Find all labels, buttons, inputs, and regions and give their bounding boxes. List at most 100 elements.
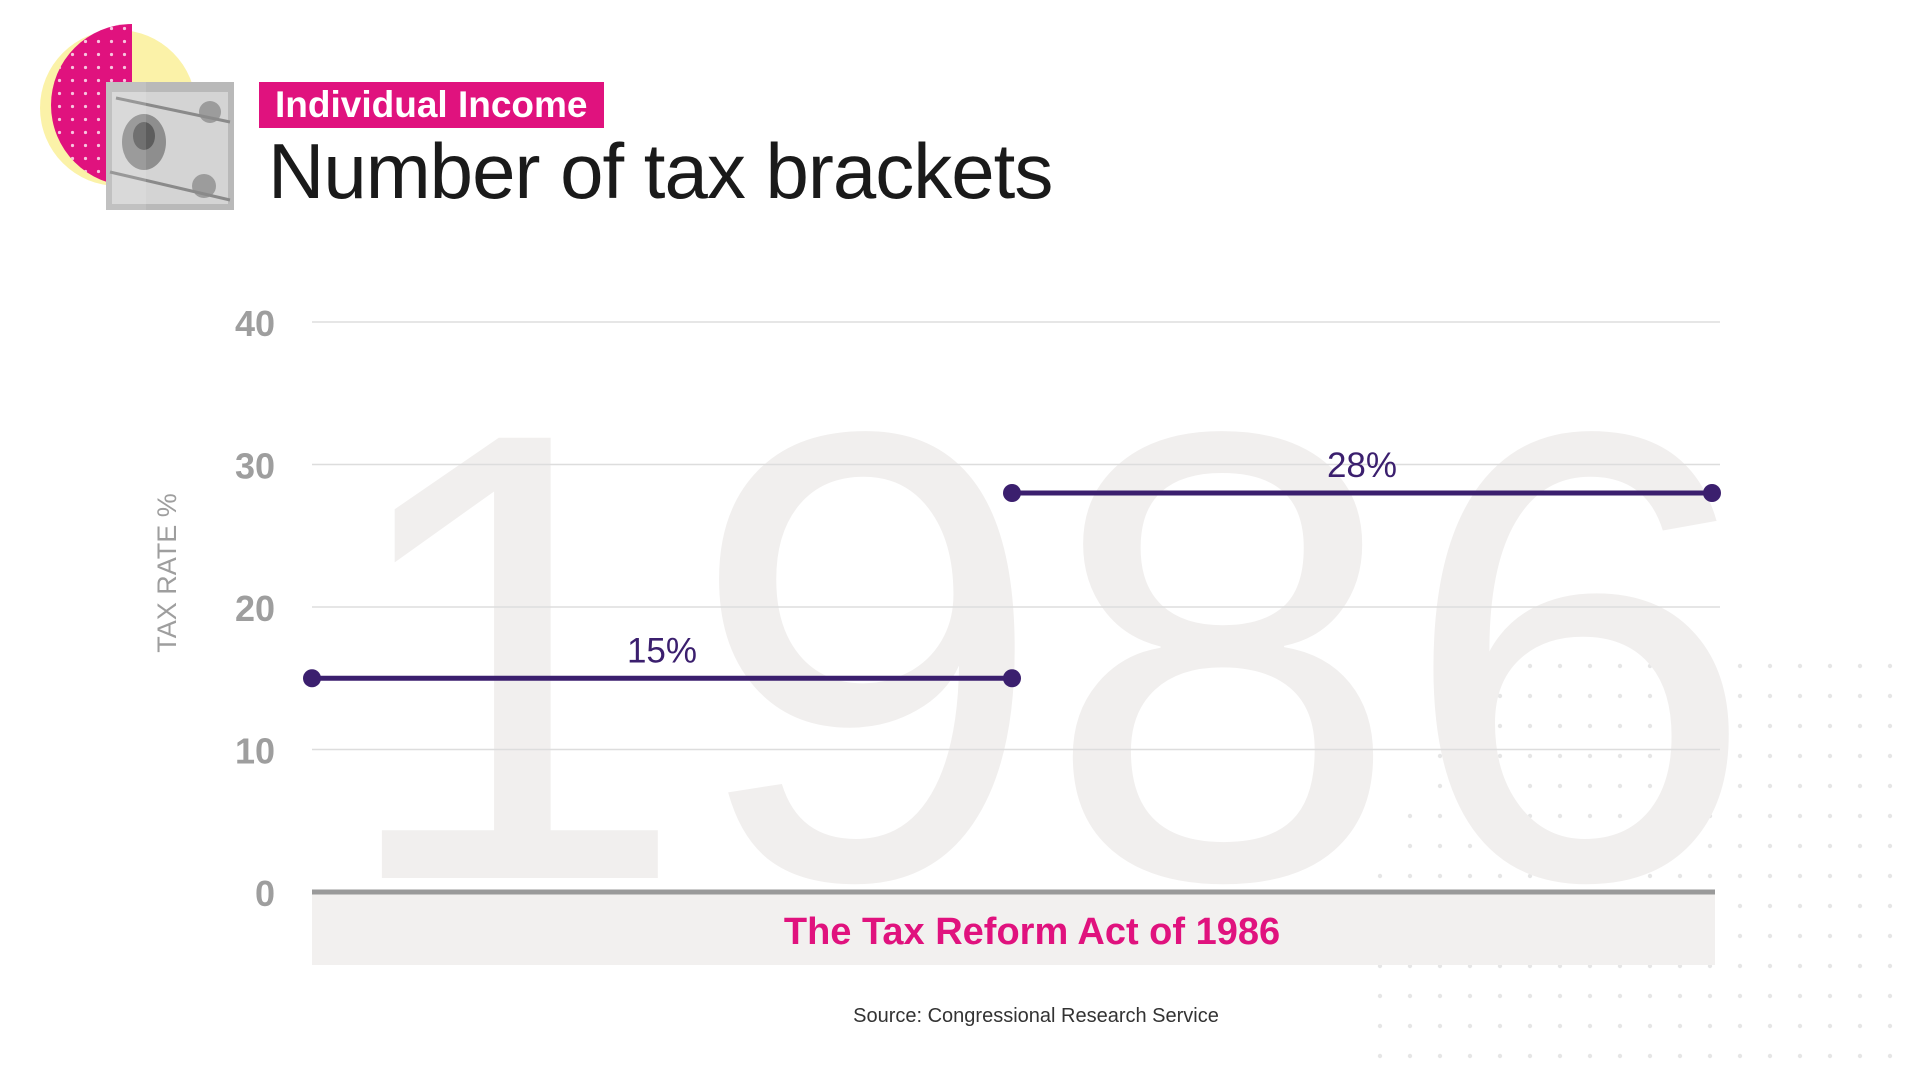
y-gridlines [312, 321, 1720, 751]
decorative-dot [1677, 753, 1683, 759]
y-tick-label: 20 [235, 588, 275, 629]
decorative-dot [1557, 753, 1563, 759]
decorative-dot [1497, 843, 1503, 849]
decorative-dot [1557, 783, 1563, 789]
decorative-dot [1737, 963, 1743, 969]
decorative-dot [1557, 993, 1563, 999]
decorative-dot [1467, 723, 1473, 729]
decorative-dot [1617, 843, 1623, 849]
decorative-dot [1647, 1023, 1653, 1029]
decorative-dot [1797, 963, 1803, 969]
decorative-dot [1437, 843, 1443, 849]
decorative-dot [1857, 933, 1863, 939]
decorative-dot [1857, 723, 1863, 729]
decorative-dot [1887, 813, 1893, 819]
data-label: 28% [1327, 446, 1397, 485]
decorative-dot [1827, 843, 1833, 849]
decorative-dot [1827, 993, 1833, 999]
decorative-dot [1887, 783, 1893, 789]
event-band-label: The Tax Reform Act of 1986 [784, 911, 1280, 953]
decorative-dot [1497, 993, 1503, 999]
y-tick-label: 10 [235, 731, 275, 772]
decorative-dot [1767, 873, 1773, 879]
decorative-dot [1557, 873, 1563, 879]
decorative-dot [1797, 933, 1803, 939]
decorative-dot [1827, 1023, 1833, 1029]
decorative-dot [1767, 693, 1773, 699]
decorative-dot [1527, 693, 1533, 699]
decorative-dot [1857, 873, 1863, 879]
decorative-dot [1737, 843, 1743, 849]
decorative-dot [1737, 693, 1743, 699]
decorative-dot [1497, 753, 1503, 759]
series-point [1003, 669, 1021, 688]
decorative-dot [1707, 843, 1713, 849]
decorative-dot [1587, 993, 1593, 999]
decorative-dot [1797, 993, 1803, 999]
decorative-dot [1797, 1053, 1803, 1059]
decorative-dot [1737, 663, 1743, 669]
decorative-dot [1497, 873, 1503, 879]
decorative-dot [1467, 753, 1473, 759]
decorative-dot [1587, 783, 1593, 789]
source-note: Source: Congressional Research Service [853, 1005, 1219, 1027]
decorative-dot [1857, 1053, 1863, 1059]
decorative-dot [1797, 903, 1803, 909]
decorative-dot [1887, 1023, 1893, 1029]
decorative-dot [1467, 1023, 1473, 1029]
decorative-dot [1797, 723, 1803, 729]
decorative-dot [1587, 693, 1593, 699]
decorative-dot [1527, 1053, 1533, 1059]
decorative-dot [1797, 1023, 1803, 1029]
decorative-dot [1857, 813, 1863, 819]
rate-series: 15% 28% [303, 446, 1721, 688]
decorative-dot [1857, 783, 1863, 789]
decorative-dot [1677, 1023, 1683, 1029]
series-point [1003, 484, 1021, 502]
decorative-dot [1827, 693, 1833, 699]
decorative-dot [1647, 813, 1653, 819]
decorative-dot [1767, 963, 1773, 969]
y-tick-label: 0 [255, 873, 275, 914]
decorative-dot [1587, 1023, 1593, 1029]
decorative-dot [1797, 663, 1803, 669]
decorative-dot [1677, 663, 1683, 669]
decorative-dot [1857, 1023, 1863, 1029]
decorative-dot [1527, 663, 1533, 669]
decorative-dot [1497, 813, 1503, 819]
decorative-dot [1887, 693, 1893, 699]
decorative-dot [1437, 753, 1443, 759]
decorative-dot [1707, 993, 1713, 999]
decorative-dot [1797, 813, 1803, 819]
decorative-dot [1707, 783, 1713, 789]
decorative-dot [1377, 1053, 1383, 1059]
decorative-dot [1707, 873, 1713, 879]
decorative-dot [1647, 1053, 1653, 1059]
decorative-dot [1617, 993, 1623, 999]
decorative-dot [1467, 783, 1473, 789]
decorative-dot [1407, 993, 1413, 999]
decorative-dot [1617, 783, 1623, 789]
decorative-dot [1857, 753, 1863, 759]
decorative-dot [1647, 843, 1653, 849]
decorative-dot [1407, 843, 1413, 849]
decorative-dot [1797, 693, 1803, 699]
decorative-dot [1467, 993, 1473, 999]
decorative-dot [1527, 993, 1533, 999]
decorative-dot [1587, 873, 1593, 879]
decorative-dot [1797, 783, 1803, 789]
decorative-dot [1407, 1053, 1413, 1059]
decorative-dot [1887, 873, 1893, 879]
decorative-dot [1557, 813, 1563, 819]
decorative-dot [1617, 663, 1623, 669]
decorative-dot [1677, 993, 1683, 999]
decorative-dot [1527, 813, 1533, 819]
decorative-dot [1647, 723, 1653, 729]
decorative-dot [1437, 873, 1443, 879]
decorative-dot [1887, 723, 1893, 729]
decorative-dot [1437, 813, 1443, 819]
decorative-dot [1797, 753, 1803, 759]
decorative-dot [1857, 993, 1863, 999]
decorative-dot [1677, 693, 1683, 699]
decorative-dot [1527, 753, 1533, 759]
